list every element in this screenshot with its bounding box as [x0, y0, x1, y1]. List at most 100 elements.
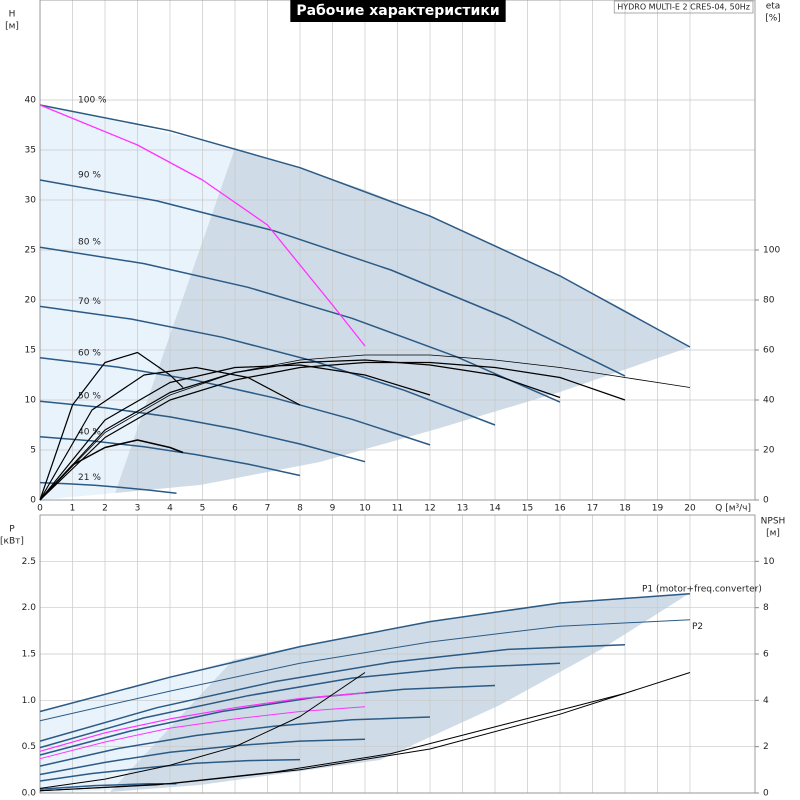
series-label: P1 (motor+freq.converter) — [642, 584, 762, 594]
y-tick-label: 30 — [25, 196, 37, 206]
x-tick-label: 5 — [200, 504, 206, 514]
series-line — [39, 104, 691, 348]
series-label: 90 % — [78, 171, 101, 181]
chart-subtitle: HYDRO MULTI-E 2 CRE5-04, 50Hz — [617, 3, 750, 12]
y2-tick-label: 100 — [763, 246, 780, 256]
y2-tick-label: 4 — [763, 696, 769, 706]
y2-tick-label: 80 — [763, 296, 775, 306]
series-line — [39, 351, 184, 501]
series-line — [39, 366, 301, 501]
y-tick-label: 15 — [25, 346, 36, 356]
series-label: 50 % — [78, 392, 101, 402]
y2-tick-label: 0 — [763, 496, 769, 506]
y-axis-label: H — [9, 10, 16, 20]
y2-axis-unit: [%] — [765, 14, 781, 24]
y-tick-label: 5 — [30, 446, 36, 456]
y-tick-label: 0.0 — [22, 789, 37, 799]
y-tick-label: 1.0 — [22, 696, 37, 706]
series-label: 100 % — [78, 96, 107, 106]
series-line — [39, 364, 431, 501]
x-tick-label: 17 — [587, 504, 598, 514]
subtitle-box — [613, 0, 754, 14]
y2-axis-label: eta — [766, 2, 781, 12]
range-area — [115, 148, 690, 493]
x-tick-label: 7 — [265, 504, 271, 514]
y2-tick-label: 6 — [763, 650, 769, 660]
series-line — [39, 357, 431, 446]
series-line — [39, 305, 496, 426]
title-box — [290, 0, 506, 22]
series-label: 21 % — [78, 473, 101, 483]
series-line — [39, 672, 366, 789]
series-line — [39, 706, 366, 760]
series-line — [39, 179, 626, 377]
series-line — [39, 400, 366, 463]
x-tick-label: 1 — [70, 504, 76, 514]
y2-tick-label: 40 — [763, 396, 775, 406]
x-tick-label: 12 — [424, 504, 435, 514]
range-area — [110, 593, 690, 792]
y-tick-label: 10 — [25, 396, 37, 406]
series-line — [39, 593, 691, 713]
series-line — [39, 662, 561, 749]
y-tick-label: 35 — [25, 146, 36, 156]
x-tick-label: 3 — [135, 504, 141, 514]
series-line — [39, 716, 431, 767]
background — [40, 104, 690, 793]
y-axis-label: P — [9, 525, 15, 535]
series-label: 70 % — [78, 297, 101, 307]
series-line — [39, 361, 626, 501]
series-line — [39, 354, 691, 501]
series-line — [39, 246, 561, 403]
series-line — [39, 738, 366, 776]
series-line — [39, 359, 561, 501]
x-tick-label: 14 — [489, 504, 501, 514]
x-tick-label: 19 — [652, 504, 664, 514]
series-line — [39, 782, 177, 791]
y2-axis-unit: [м] — [766, 529, 780, 539]
y-axis-unit: [кВт] — [0, 537, 24, 547]
y2-tick-label: 2 — [763, 742, 769, 752]
y-tick-label: 2.5 — [22, 557, 36, 567]
y-tick-label: 0 — [30, 496, 36, 506]
y-tick-label: 25 — [25, 246, 36, 256]
x-tick-label: 10 — [359, 504, 371, 514]
chart-title: Рабочие характеристики — [296, 3, 499, 19]
x-tick-label: 4 — [167, 504, 173, 514]
series-line — [39, 436, 301, 477]
x-tick-label: 11 — [392, 504, 403, 514]
y-tick-label: 1.5 — [22, 650, 36, 660]
x-axis-label: Q [м³/ч] — [715, 504, 751, 514]
series-line — [39, 643, 626, 742]
series-label: 40 % — [78, 427, 101, 437]
x-tick-label: 13 — [457, 504, 468, 514]
y-tick-label: 40 — [25, 96, 37, 106]
series-line — [39, 481, 177, 495]
x-tick-label: 2 — [102, 504, 108, 514]
series-label: 60 % — [78, 348, 101, 358]
y2-tick-label: 8 — [763, 603, 769, 613]
series-label: P2 — [692, 622, 703, 632]
x-tick-label: 15 — [522, 504, 533, 514]
y-tick-label: 20 — [25, 296, 37, 306]
y2-tick-label: 10 — [763, 557, 775, 567]
series-line — [39, 692, 626, 792]
x-tick-label: 0 — [37, 504, 43, 514]
y-tick-label: 2.0 — [22, 603, 37, 613]
y-tick-label: 0.5 — [22, 742, 36, 752]
y2-axis-label: NPSH — [761, 517, 786, 527]
x-tick-label: 6 — [232, 504, 238, 514]
x-tick-label: 8 — [297, 504, 303, 514]
x-tick-label: 20 — [684, 504, 696, 514]
series-line — [39, 692, 366, 752]
series-line — [39, 619, 691, 722]
x-tick-label: 9 — [330, 504, 336, 514]
series-line — [39, 684, 496, 756]
x-tick-label: 16 — [554, 504, 566, 514]
y2-tick-label: 0 — [763, 789, 769, 799]
y2-tick-label: 60 — [763, 346, 775, 356]
series-line — [39, 439, 184, 501]
y2-tick-label: 20 — [763, 446, 775, 456]
y-axis-unit: [м] — [5, 22, 19, 32]
